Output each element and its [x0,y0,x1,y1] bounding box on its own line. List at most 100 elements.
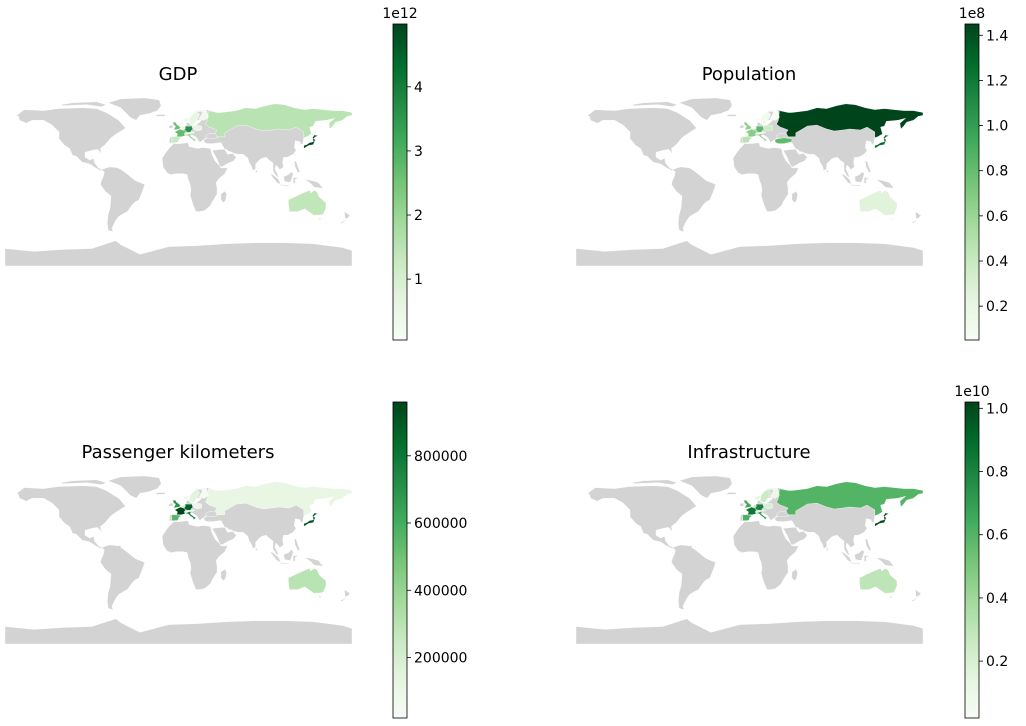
land-canadian-archipelago [60,479,107,485]
country-sweden [759,111,771,125]
land-madagascar [791,568,798,582]
colorbar-tick-label: 0.8 [986,164,1008,180]
world-map [575,97,924,267]
land-philippines [293,538,301,551]
country-poland [762,502,773,510]
country-japan [303,134,320,149]
colorbar-gradient [392,401,408,719]
colorbar-tick-label: 1.4 [986,28,1008,44]
land-africa [732,520,800,590]
country-netherlands [751,504,757,508]
colorbar-tick-label: 1.2 [986,73,1008,89]
land-iceland [154,492,166,495]
colorbar-tick-label: 0.6 [986,209,1008,225]
land-sulawesi [864,177,871,184]
country-japan [874,512,891,527]
country-australia [859,567,898,594]
land-ireland [739,502,744,507]
country-austria [758,509,767,513]
country-russia [205,103,353,139]
colorbar-tick-label: 0.4 [986,254,1008,270]
country-poland [191,502,202,510]
country-australia [888,596,893,599]
country-austria [187,509,196,513]
land-new-zealand [339,589,351,602]
country-sweden [188,111,200,125]
land-sulawesi [293,177,300,184]
country-norway [754,109,779,123]
land-greenland [107,97,162,121]
colorbar-offset-text: 1e10 [954,384,989,400]
colorbar-tick-label: 0.2 [986,654,1008,670]
country-norway [183,487,208,501]
colorbar-tick-label: 600000 [414,516,467,532]
country-turkey [774,137,793,144]
country-netherlands [751,126,757,130]
country-united-kingdom [743,500,752,509]
colorbar: 1 2 3 4 1e12 [382,6,423,341]
country-norway [754,487,779,501]
country-sweden [188,489,200,503]
land-south-america [671,544,717,611]
world-map [575,475,924,645]
colorbar-tick-label: 0.4 [986,591,1008,607]
land-madagascar [220,568,227,582]
country-australia [288,189,327,216]
land-java [279,184,290,187]
panel-3: Passenger kilometers 200000 400000 600000 80… [4,401,467,719]
land-iceland [725,114,737,117]
colorbar-tick-label: 800000 [414,449,467,465]
land-taiwan [294,154,297,158]
colorbar-tick-label: 0.8 [986,465,1008,481]
land-arabia [782,149,808,168]
land-sulawesi [293,555,300,562]
country-belgium [181,128,185,131]
country-netherlands [180,504,186,508]
panel-title: Population [702,64,797,85]
land-borneo [283,171,294,183]
country-finland [198,488,209,499]
land-taiwan [865,532,868,536]
panel-1: GDP 1 2 3 4 1e12 [4,6,423,341]
land-new-guinea [875,179,895,189]
colorbar-gradient [964,401,980,719]
land-sulawesi [864,555,871,562]
country-sweden [759,489,771,503]
country-russia [776,103,924,139]
land-antarctica [575,618,924,645]
panel-title: Passenger kilometers [82,442,275,463]
colorbar-tick-label: 4 [414,80,423,96]
country-spain [169,136,182,143]
colorbar-gradient [392,23,408,341]
land-south-america [100,544,146,611]
land-arabia [211,149,237,168]
land-new-guinea [304,557,324,567]
country-germany [184,503,194,512]
land-new-guinea [875,557,895,567]
colorbar-tick-label: 400000 [414,583,467,599]
land-antarctica [4,618,353,645]
land-sri-lanka [255,168,258,174]
land-sri-lanka [826,546,829,552]
land-borneo [283,549,294,561]
land-philippines [864,160,872,173]
colorbar-tick-label: 0.2 [986,299,1008,315]
land-antarctica [575,240,924,267]
land-madagascar [220,190,227,204]
land-new-guinea [304,179,324,189]
country-poland [762,124,773,132]
country-germany [755,503,765,512]
land-iceland [154,114,166,117]
land-philippines [293,160,301,173]
world-map [4,97,353,267]
land-south-america [671,166,717,233]
land-sumatra [840,551,853,563]
colorbar-tick-label: 200000 [414,650,467,666]
country-united-kingdom [743,121,752,131]
land-arabia [211,527,237,546]
country-russia [776,481,924,517]
country-poland [191,124,202,132]
land-sumatra [269,551,282,563]
